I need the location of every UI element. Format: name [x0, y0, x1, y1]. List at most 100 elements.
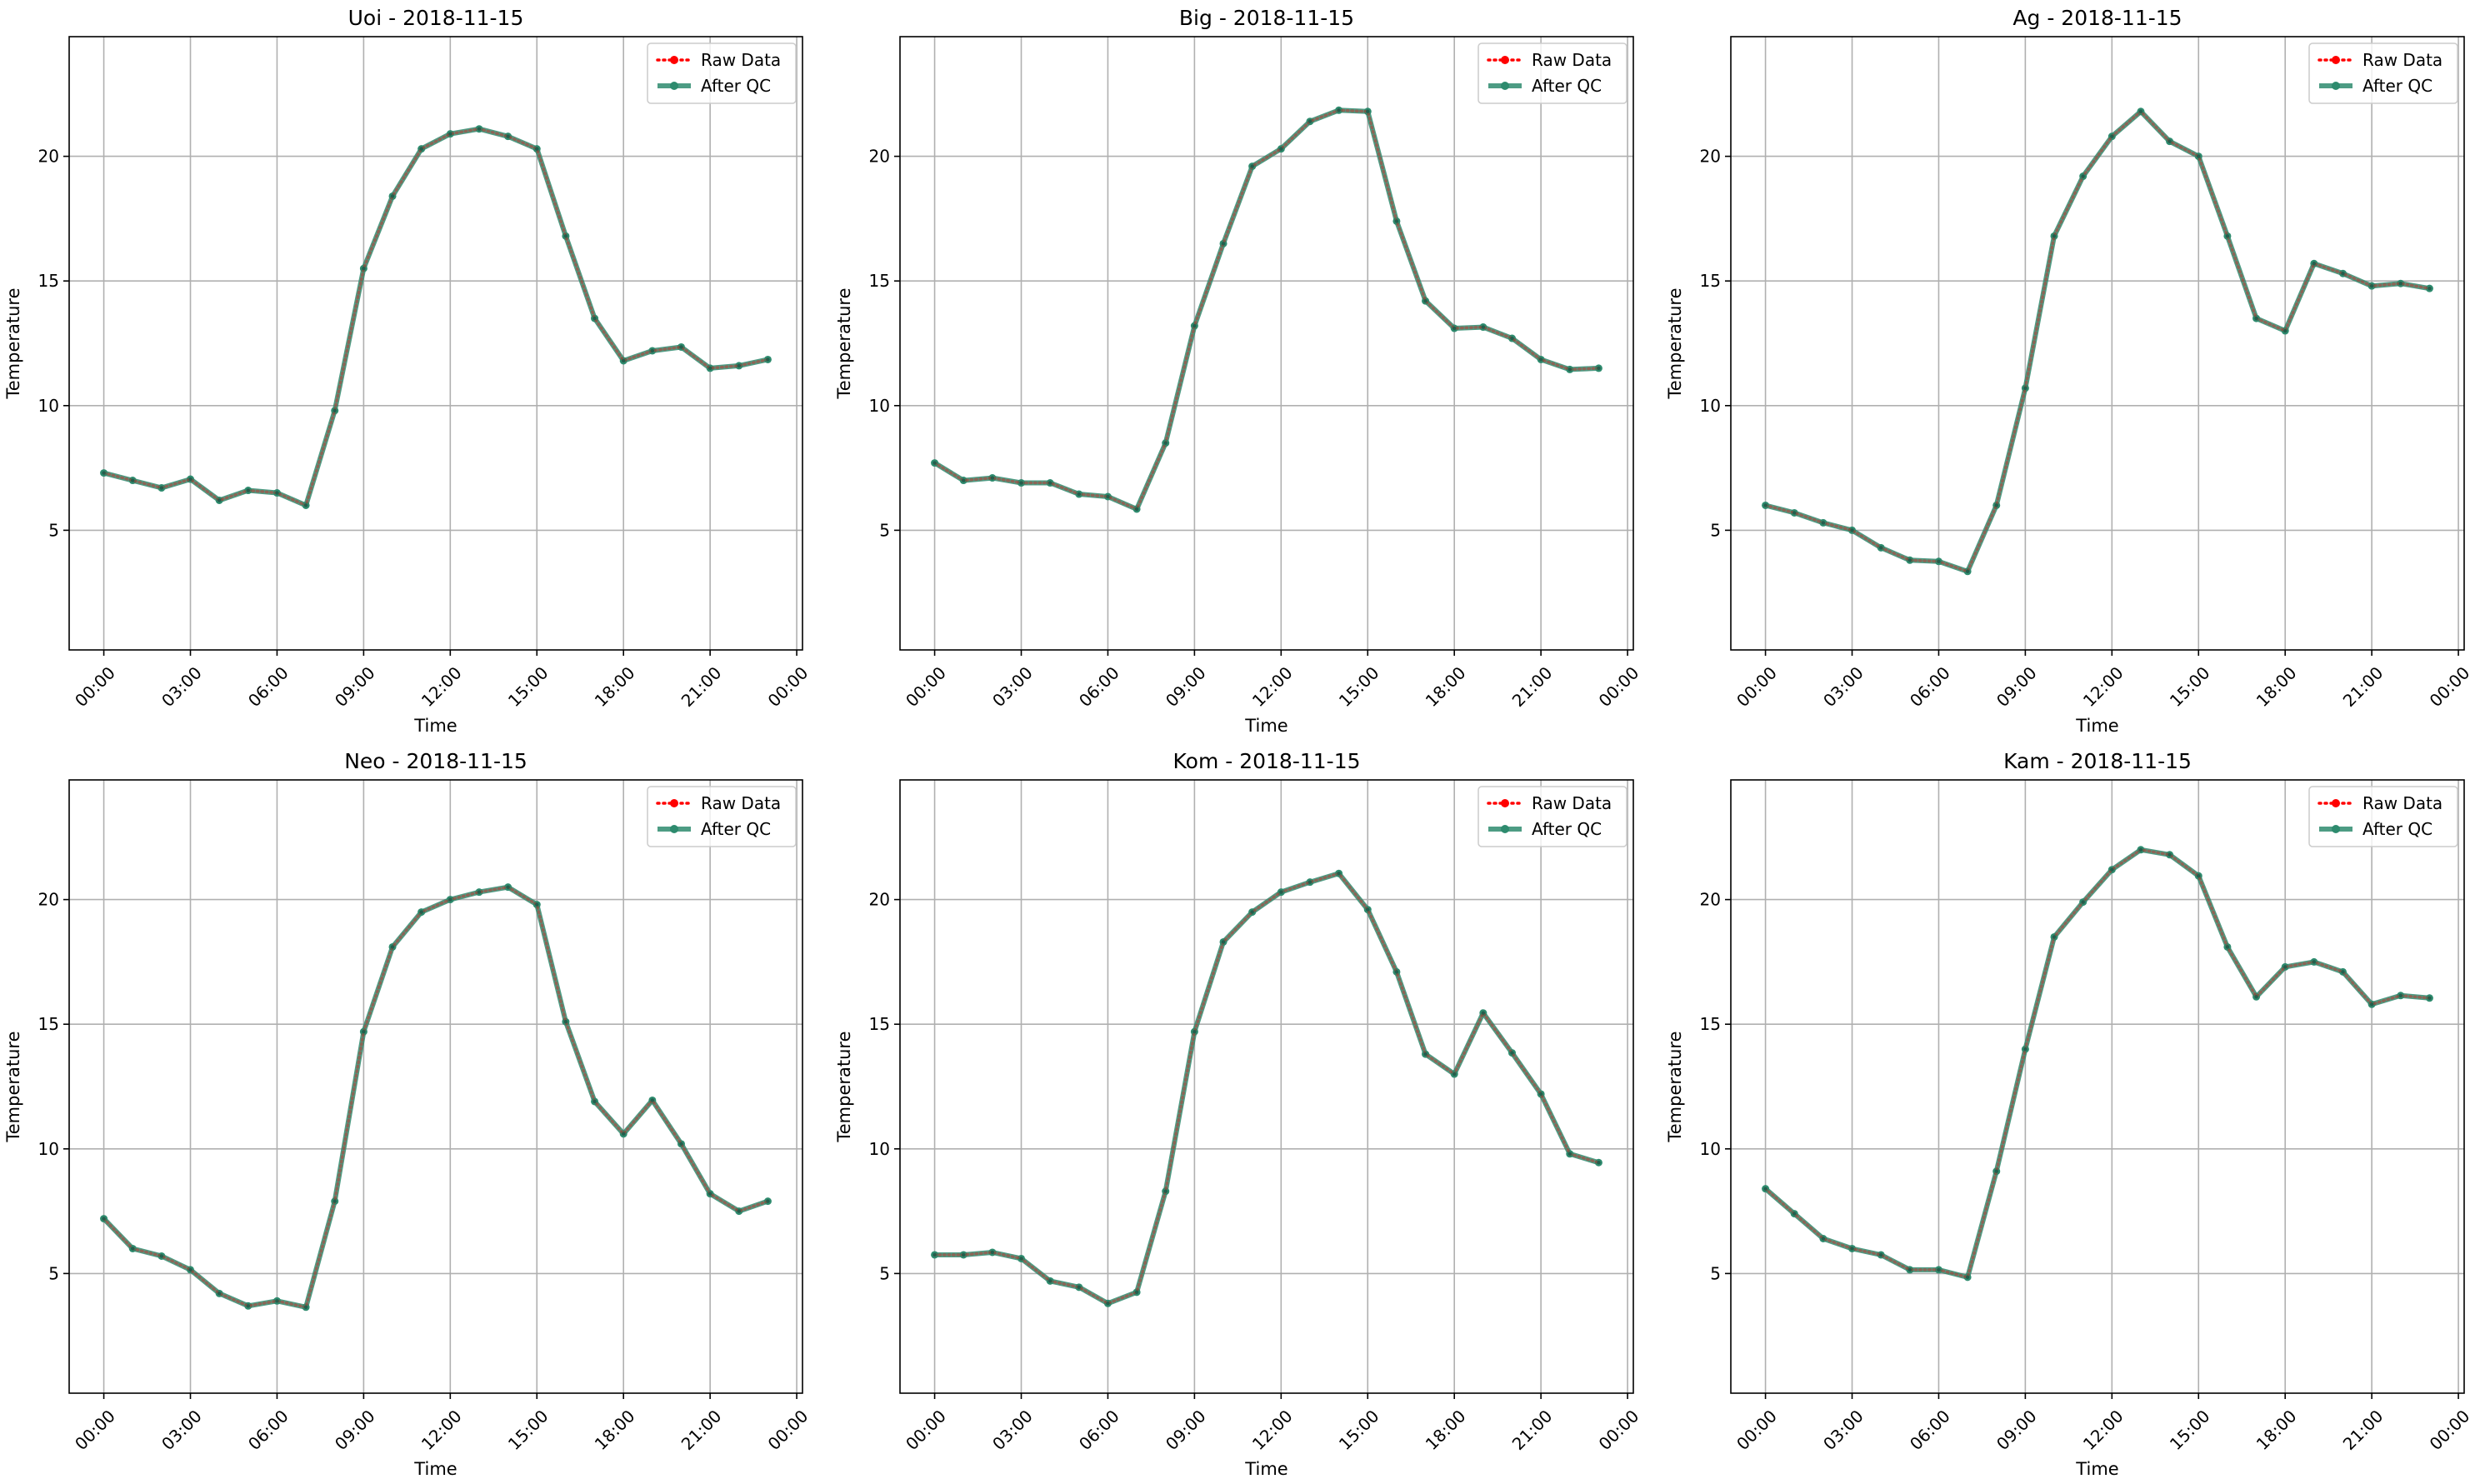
raw-data-point [1878, 546, 1883, 550]
raw-data-point [737, 363, 741, 368]
raw-data-point [1250, 910, 1254, 914]
x-tick-label: 00:00 [764, 662, 812, 711]
raw-data-point [188, 477, 192, 482]
raw-data-point [1308, 880, 1312, 884]
raw-data-point [1821, 521, 1826, 525]
y-axis-label: Temperature [3, 1031, 23, 1142]
x-tick-label: 09:00 [331, 662, 379, 711]
raw-data-point [390, 194, 395, 198]
legend-raw-data-marker [1501, 799, 1509, 807]
x-tick-label: 09:00 [1992, 662, 2041, 711]
x-tick-label: 15:00 [2166, 662, 2214, 711]
y-axis-label: Temperature [834, 287, 854, 399]
y-tick-label: 15 [38, 1014, 59, 1034]
raw-data-point [1048, 481, 1052, 485]
raw-data-point [1597, 366, 1601, 371]
x-tick-label: 21:00 [678, 1406, 726, 1454]
legend: Raw Data After QC [1478, 42, 1628, 104]
raw-data-point [2225, 945, 2230, 949]
raw-data-point [1481, 325, 1486, 329]
raw-data-point [962, 478, 966, 482]
y-tick-label: 15 [1700, 271, 1721, 291]
x-tick-label: 00:00 [2426, 1406, 2474, 1454]
x-tick-label: 00:00 [902, 662, 950, 711]
raw-data-point [2398, 993, 2402, 997]
axes-frame [899, 36, 1634, 651]
raw-data-point [303, 503, 308, 507]
y-tick-label: 15 [38, 271, 59, 291]
raw-data-point [2197, 873, 2201, 878]
raw-data-point [159, 486, 164, 490]
raw-data-point [962, 1252, 966, 1257]
raw-data-point [766, 1199, 770, 1203]
raw-data-point [1394, 970, 1399, 974]
raw-data-point [990, 476, 995, 480]
raw-data-point [159, 1254, 164, 1258]
x-tick-label: 03:00 [158, 662, 206, 711]
raw-data-point [650, 1098, 655, 1102]
legend-after-qc-label: After QC [2362, 819, 2432, 839]
subplot-title: Uoi - 2018-11-15 [348, 6, 524, 30]
raw-data-point [1221, 242, 1226, 246]
y-tick-label: 15 [1700, 1014, 1721, 1034]
y-tick-label: 20 [1700, 890, 1721, 910]
legend: Raw Data After QC [2308, 42, 2458, 104]
raw-data-point [621, 1132, 626, 1137]
x-tick-label: 03:00 [158, 1406, 206, 1454]
x-tick-label: 12:00 [1248, 662, 1297, 711]
raw-data-point [737, 1209, 741, 1213]
raw-data-point [131, 1247, 135, 1251]
series-after-qc-line [101, 884, 771, 1310]
x-tick-label: 00:00 [1595, 662, 1643, 711]
raw-data-point [217, 498, 222, 502]
raw-data-point [303, 1305, 308, 1309]
y-tick-label: 20 [869, 147, 890, 167]
series-after-qc-line [932, 871, 1602, 1307]
axes-frame [68, 779, 803, 1394]
raw-data-point [2282, 965, 2288, 969]
raw-data-point [2398, 281, 2402, 286]
raw-data-point [535, 147, 539, 151]
legend: Raw Data After QC [1478, 786, 1628, 847]
raw-data-point [448, 897, 452, 902]
x-tick-label: 12:00 [2079, 662, 2128, 711]
raw-data-point [1510, 1051, 1514, 1055]
raw-data-point [708, 1192, 712, 1196]
x-tick-label: 09:00 [1162, 1406, 1210, 1454]
raw-data-point [2428, 286, 2432, 291]
raw-data-point [1337, 871, 1341, 876]
x-tick-label: 12:00 [2079, 1406, 2128, 1454]
y-tick-label: 15 [869, 1014, 890, 1034]
legend-raw-data-marker [1501, 56, 1509, 64]
raw-data-point [1337, 108, 1341, 112]
grid [1731, 37, 2464, 650]
raw-data-point [275, 1299, 279, 1303]
raw-data-point [1423, 1052, 1428, 1057]
raw-data-point [2341, 970, 2345, 974]
raw-data-point [246, 488, 251, 492]
y-axis-label: Temperature [834, 1031, 854, 1142]
x-tick-label: 09:00 [331, 1406, 379, 1454]
raw-data-point [1481, 1011, 1486, 1015]
x-axis-label: Time [1244, 716, 1288, 736]
x-tick-label: 00:00 [71, 1406, 119, 1454]
x-axis-label: Time [2075, 1459, 2118, 1479]
x-tick-label: 00:00 [71, 662, 119, 711]
axes-frame [899, 779, 1634, 1394]
legend: Raw Data After QC [2308, 786, 2458, 847]
subplot-title: Kom - 2018-11-15 [1173, 749, 1361, 773]
x-tick-label: 15:00 [504, 662, 552, 711]
raw-data-point [332, 1199, 337, 1203]
legend-after-qc-label: After QC [701, 819, 771, 839]
raw-data-point [1134, 507, 1139, 512]
x-tick-label: 06:00 [244, 1406, 292, 1454]
raw-data-point [766, 357, 770, 362]
legend-after-qc-marker [1501, 825, 1509, 833]
legend-raw-data-label: Raw Data [2362, 793, 2442, 813]
y-tick-label: 20 [869, 890, 890, 910]
raw-data-point [217, 1292, 222, 1296]
grid [69, 37, 802, 650]
raw-data-point [332, 408, 337, 412]
raw-data-point [650, 348, 655, 353]
